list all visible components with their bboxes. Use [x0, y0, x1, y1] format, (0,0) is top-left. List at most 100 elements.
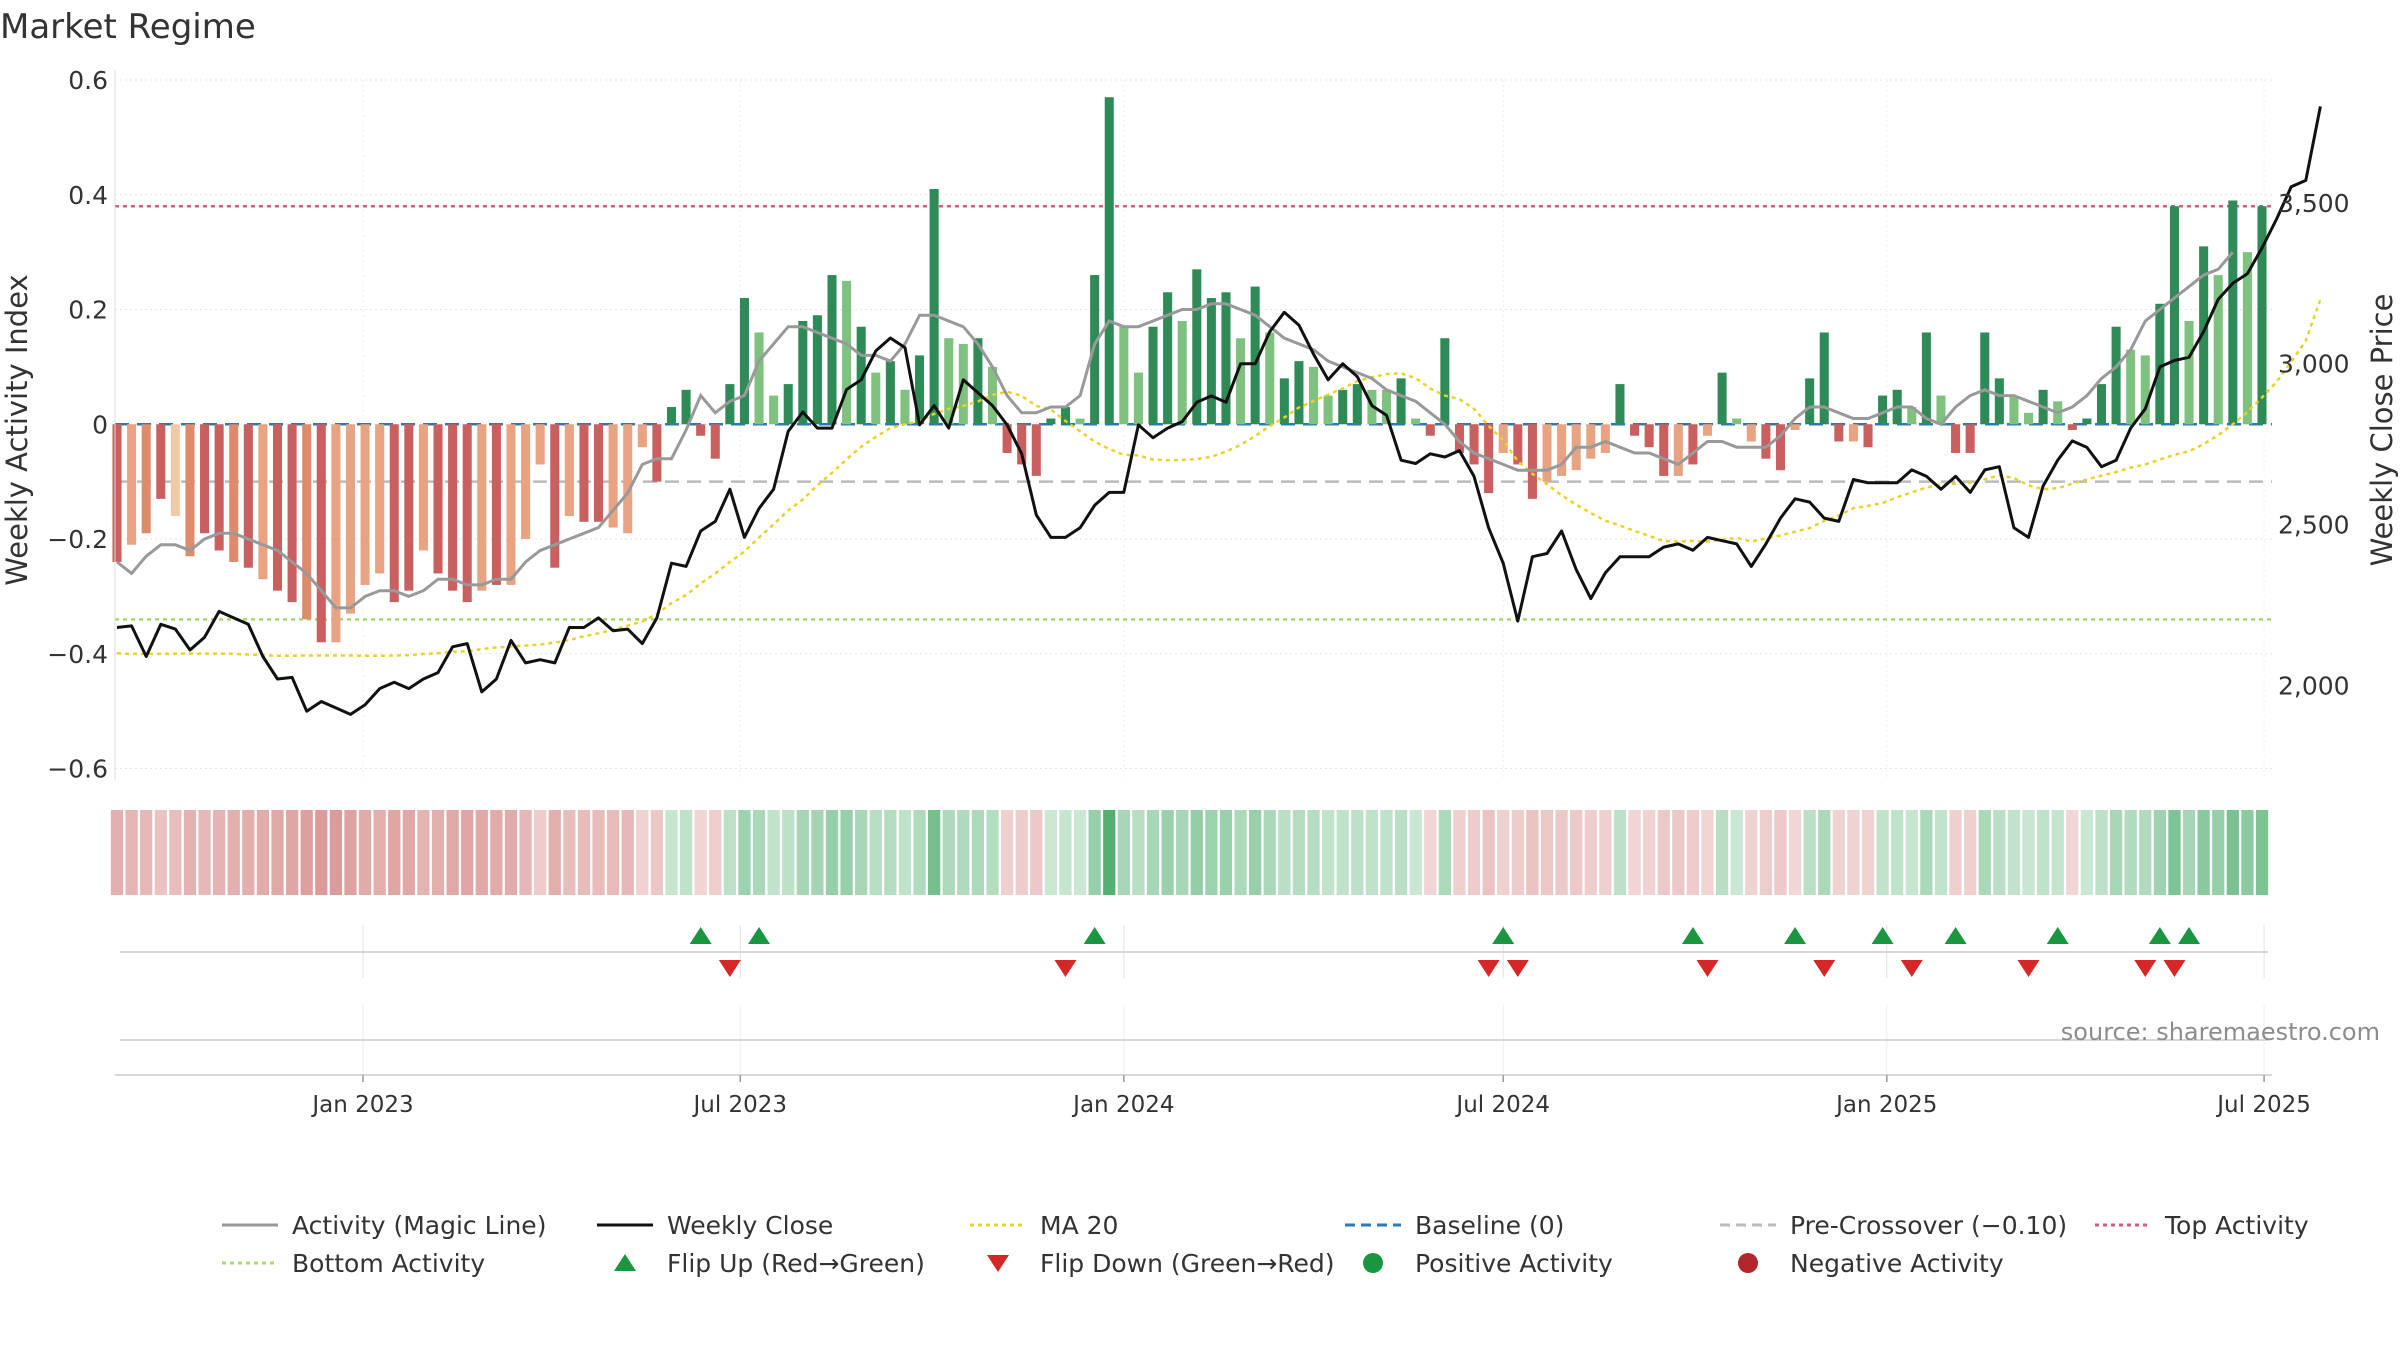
- regime-cell: [1351, 810, 1364, 895]
- regime-cell: [1365, 810, 1379, 895]
- activity-bar: [2155, 303, 2165, 425]
- activity-bar: [1790, 424, 1800, 430]
- regime-cell: [2124, 810, 2137, 895]
- activity-bar: [871, 372, 881, 425]
- activity-bar: [170, 424, 180, 517]
- regime-cell: [1686, 810, 1700, 895]
- regime-cell: [490, 810, 503, 895]
- regime-cell: [1380, 810, 1393, 895]
- regime-cell: [1555, 810, 1568, 895]
- regime-cell: [315, 810, 328, 895]
- regime-cell: [2066, 810, 2079, 895]
- regime-cell: [1467, 810, 1481, 895]
- regime-cell: [373, 810, 386, 895]
- activity-bar: [973, 338, 983, 425]
- regime-cell: [1745, 810, 1758, 895]
- regime-cell: [592, 810, 605, 895]
- flip-down-marker: [1054, 960, 1077, 977]
- regime-cell: [1803, 810, 1816, 895]
- regime-cell: [1234, 810, 1247, 895]
- regime-cell: [1044, 810, 1058, 895]
- activity-bar: [1513, 424, 1523, 465]
- right-tick-label: 2,500: [2278, 511, 2350, 540]
- right-tick-label: 3,500: [2278, 189, 2350, 218]
- activity-bar: [1396, 378, 1406, 425]
- regime-cell: [1176, 810, 1189, 895]
- flip-down-marker: [1813, 960, 1836, 977]
- legend-label: Top Activity: [2164, 1211, 2309, 1240]
- regime-cell: [227, 810, 240, 895]
- regime-cell: [1103, 810, 1116, 895]
- regime-cell: [1920, 810, 1933, 895]
- regime-cell: [1730, 810, 1743, 895]
- regime-cell: [256, 810, 270, 895]
- regime-cell: [1949, 810, 1962, 895]
- regime-cell: [402, 810, 415, 895]
- activity-bar: [1075, 418, 1085, 425]
- activity-bar: [2257, 206, 2267, 425]
- legend-item: Activity (Magic Line): [222, 1211, 546, 1240]
- regime-cell: [782, 810, 795, 895]
- activity-bar: [856, 326, 866, 425]
- right-tick-label: 2,000: [2278, 671, 2350, 700]
- activity-bar: [1104, 97, 1114, 425]
- regime-cell: [329, 810, 343, 895]
- activity-bar: [1469, 424, 1479, 465]
- flip-down-marker: [1900, 960, 1923, 977]
- regime-cell: [2168, 810, 2181, 895]
- regime-cell: [709, 810, 722, 895]
- regime-cell: [2036, 810, 2050, 895]
- activity-bar: [448, 424, 458, 591]
- regime-cell: [1146, 810, 1160, 895]
- legend-label: Baseline (0): [1415, 1211, 1564, 1240]
- activity-bar: [1177, 320, 1187, 425]
- legend-swatch-dot: [1738, 1253, 1758, 1273]
- right-axis-label: Weekly Close Price: [2365, 294, 2399, 567]
- legend-swatch-triangle-down: [987, 1255, 1009, 1272]
- activity-bar: [929, 189, 939, 425]
- regime-cell: [504, 810, 518, 895]
- flip-down-marker: [1696, 960, 1719, 977]
- legend-label: Weekly Close: [667, 1211, 833, 1240]
- regime-cell: [2255, 810, 2269, 895]
- regime-cell: [1424, 810, 1437, 895]
- regime-cell: [110, 810, 124, 895]
- activity-bar: [885, 361, 895, 425]
- regime-strip: [110, 810, 2269, 895]
- activity-bar: [1805, 378, 1815, 425]
- legend-swatch-dot: [1363, 1253, 1383, 1273]
- activity-bar: [608, 424, 618, 528]
- regime-cell: [2241, 810, 2254, 895]
- activity-bar: [666, 407, 677, 425]
- regime-cell: [811, 810, 824, 895]
- regime-cell: [1249, 810, 1262, 895]
- activity-bar: [1951, 424, 1961, 453]
- flip-up-marker: [689, 927, 712, 944]
- activity-bar: [1017, 424, 1027, 465]
- activity-bar: [1586, 424, 1596, 459]
- activity-bar: [1775, 424, 1785, 471]
- regime-cell: [125, 810, 138, 895]
- activity-bar: [564, 424, 574, 517]
- activity-bar: [127, 424, 137, 545]
- flip-down-marker: [718, 960, 741, 977]
- regime-cell: [679, 810, 693, 895]
- regime-cell: [577, 810, 591, 895]
- activity-bar: [2096, 384, 2107, 425]
- axes: 0.6 0.4 0.2 0 −0.2 −0.4 −0.6 3,500 3,000 2,500 2,0…: [47, 66, 2349, 784]
- activity-bar: [1221, 292, 1231, 425]
- activity-bar: [1090, 275, 1100, 425]
- activity-bar: [156, 424, 166, 499]
- x-tick-label: Jan 2025: [1834, 1092, 1937, 1118]
- regime-cell: [752, 810, 766, 895]
- regime-cell: [2212, 810, 2225, 895]
- regime-cell: [971, 810, 985, 895]
- regime-cell: [183, 810, 197, 895]
- activity-bar: [769, 395, 779, 425]
- activity-bar: [2111, 326, 2121, 425]
- activity-bar: [1060, 407, 1070, 425]
- regime-cell: [213, 810, 226, 895]
- legend-label: Flip Up (Red→Green): [667, 1249, 925, 1278]
